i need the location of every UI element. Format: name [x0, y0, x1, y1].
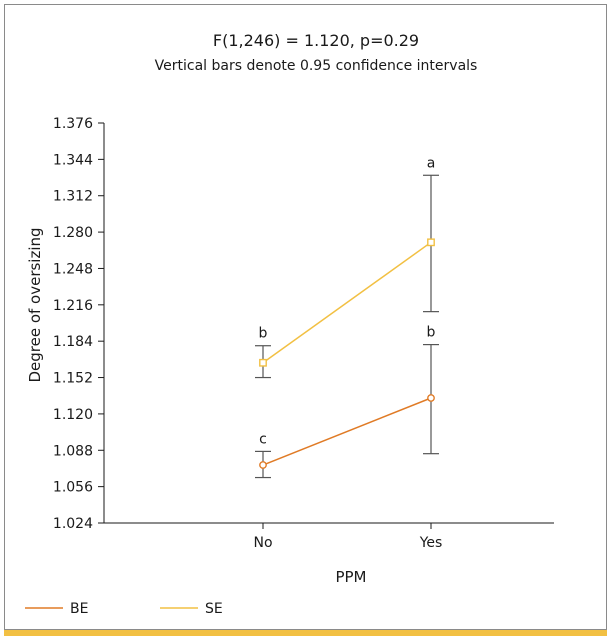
legend: BE SE	[25, 601, 223, 617]
x-ticks: No Yes	[253, 523, 442, 551]
y-tick-label: 1.152	[53, 371, 93, 387]
x-tick-label: No	[253, 535, 272, 551]
chart-title: F(1,246) = 1.120, p=0.29	[213, 31, 419, 50]
chart-marks: c b b a	[255, 155, 439, 479]
legend-label-be: BE	[70, 601, 88, 617]
x-axis-label: PPM	[335, 568, 366, 586]
y-tick-label: 1.024	[53, 516, 93, 532]
chart-frame: F(1,246) = 1.120, p=0.29 Vertical bars d…	[4, 4, 607, 630]
y-tick-label: 1.120	[53, 407, 93, 423]
y-tick-label: 1.088	[53, 443, 93, 459]
data-point-se	[427, 238, 435, 247]
chart-subtitle: Vertical bars denote 0.95 confidence int…	[155, 58, 478, 74]
significance-label: a	[427, 155, 436, 171]
series-line-se	[262, 241, 432, 364]
series-line-be	[262, 397, 432, 466]
chart-svg: F(1,246) = 1.120, p=0.29 Vertical bars d…	[25, 31, 554, 617]
y-tick-label: 1.312	[53, 189, 93, 205]
y-tick-label: 1.280	[53, 225, 93, 241]
y-tick-label: 1.056	[53, 480, 93, 496]
accent-bottom-bar	[4, 630, 607, 636]
significance-label: c	[259, 431, 267, 447]
significance-label: b	[427, 325, 436, 341]
data-point-be	[259, 461, 267, 469]
y-tick-label: 1.248	[53, 261, 93, 277]
y-tick-label: 1.216	[53, 298, 93, 314]
y-tick-label: 1.376	[53, 116, 93, 132]
significance-label: b	[259, 326, 268, 342]
legend-label-se: SE	[205, 601, 223, 617]
y-tick-label: 1.184	[53, 334, 93, 350]
y-ticks: 1.376 1.344 1.312 1.280 1.248 1.216 1.184 1.152…	[53, 116, 104, 532]
data-point-se	[259, 358, 267, 367]
y-tick-label: 1.344	[53, 152, 93, 168]
y-axis-label: Degree of oversizing	[26, 227, 44, 382]
data-point-be	[427, 394, 435, 402]
x-tick-label: Yes	[419, 535, 443, 551]
